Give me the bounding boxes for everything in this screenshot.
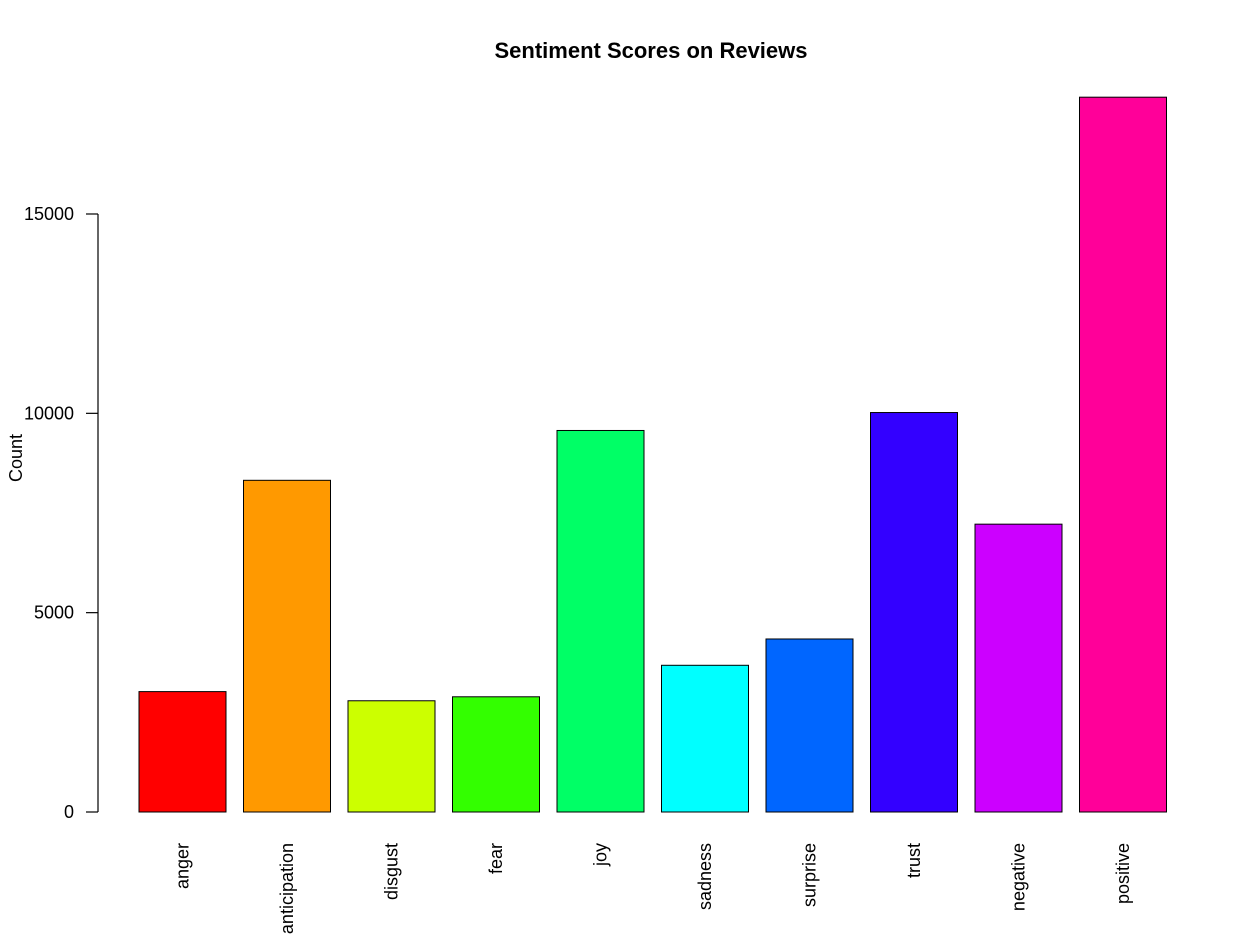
x-axis-labels: anger anticipation disgust fear joy sadness su… [173, 843, 1134, 934]
bar-disgust [347, 700, 436, 813]
x-tick-label-fear: fear [486, 843, 506, 874]
y-tick-label: 10000 [24, 403, 74, 423]
bar-joy [556, 429, 645, 813]
bar-anticipation [243, 479, 331, 813]
x-tick-label-anger: anger [173, 843, 193, 889]
bar-anger [138, 691, 227, 813]
bar-trust [870, 412, 958, 813]
y-tick-label: 0 [64, 802, 74, 822]
x-tick-label-sadness: sadness [695, 843, 715, 910]
y-axis: 0 5000 10000 15000 [24, 204, 99, 822]
x-tick-label-trust: trust [904, 843, 924, 878]
bar-fear [452, 696, 540, 813]
x-tick-label-joy: joy [591, 843, 611, 867]
bar-positive [1079, 96, 1167, 813]
y-tick-label: 15000 [24, 204, 74, 224]
bar-negative [974, 523, 1063, 813]
bars [138, 96, 1167, 813]
chart-title: Sentiment Scores on Reviews [495, 38, 808, 63]
y-tick-label: 5000 [34, 603, 74, 623]
x-tick-label-anticipation: anticipation [277, 843, 297, 934]
bar-surprise [765, 638, 854, 813]
x-tick-label-surprise: surprise [800, 843, 820, 907]
y-axis-label: Count [6, 434, 26, 482]
x-tick-label-negative: negative [1009, 843, 1029, 911]
bar-sadness [661, 664, 749, 813]
x-tick-label-disgust: disgust [382, 843, 402, 900]
x-tick-label-positive: positive [1113, 843, 1133, 904]
